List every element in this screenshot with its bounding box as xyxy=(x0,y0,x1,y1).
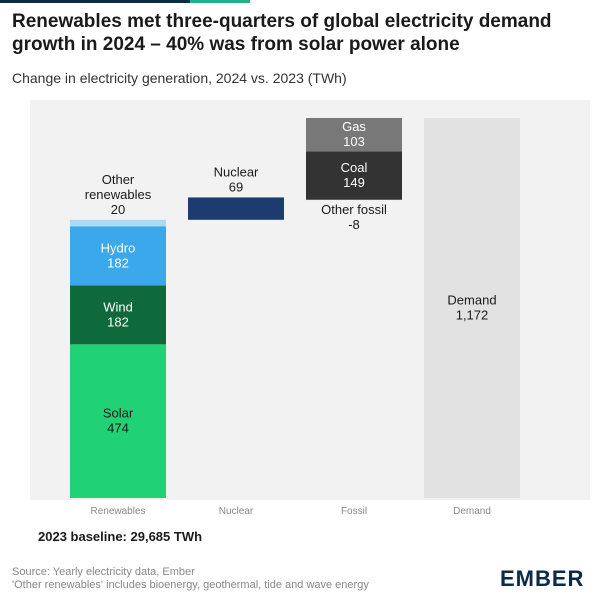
chart-subtitle: Change in electricity generation, 2024 v… xyxy=(12,70,347,86)
x-tick-renewables: Renewables xyxy=(90,506,145,517)
value-label-coal: 149 xyxy=(343,175,365,190)
baseline-note: 2023 baseline: 29,685 TWh xyxy=(38,529,203,544)
chart-title: Renewables met three-quarters of global … xyxy=(12,11,552,55)
value-label-other-fossil: -8 xyxy=(348,217,360,232)
value-label-gas: 103 xyxy=(343,134,365,149)
bar-wind xyxy=(70,285,166,345)
source-note: Source: Yearly electricity data, Ember '… xyxy=(12,566,369,592)
segment-label-nuclear: Nuclear xyxy=(214,164,259,179)
bar-nuclear xyxy=(188,197,284,220)
value-label-other-renewables: 20 xyxy=(111,202,125,217)
segment-label-other-renewables: Other xyxy=(102,172,135,187)
top-accent-bar xyxy=(0,0,600,3)
value-label-wind: 182 xyxy=(107,314,129,329)
bar-hydro xyxy=(70,226,166,286)
value-label-solar: 474 xyxy=(107,421,129,436)
segment-label-demand: Demand xyxy=(447,293,496,308)
value-label-demand: 1,172 xyxy=(456,308,489,323)
bar-other-renewables xyxy=(70,219,166,227)
segment-label-gas: Gas xyxy=(342,119,366,134)
segment-label-wind: Wind xyxy=(103,299,133,314)
value-label-hydro: 182 xyxy=(107,255,129,270)
source-line: 'Other renewables' includes bioenergy, g… xyxy=(12,579,369,591)
waterfall-chart: Solar474Wind182Hydro182Otherrenewables20… xyxy=(30,100,590,517)
bar-coal xyxy=(306,151,402,200)
bar-demand xyxy=(424,118,520,498)
segment-label-coal: Coal xyxy=(341,160,368,175)
segment-label-other-renewables: renewables xyxy=(85,187,152,202)
bar-gas xyxy=(306,118,402,152)
segment-label-other-fossil: Other fossil xyxy=(321,202,387,217)
bar-solar xyxy=(70,344,166,498)
segment-label-hydro: Hydro xyxy=(101,240,136,255)
logo-text: EMBER xyxy=(500,566,584,590)
ember-logo: EMBER xyxy=(500,566,584,590)
value-label-nuclear: 69 xyxy=(229,179,243,194)
x-tick-demand: Demand xyxy=(453,506,491,517)
segment-label-solar: Solar xyxy=(103,406,134,421)
x-tick-nuclear: Nuclear xyxy=(219,506,254,517)
x-tick-fossil: Fossil xyxy=(341,506,367,517)
source-line: Source: Yearly electricity data, Ember xyxy=(12,566,195,578)
